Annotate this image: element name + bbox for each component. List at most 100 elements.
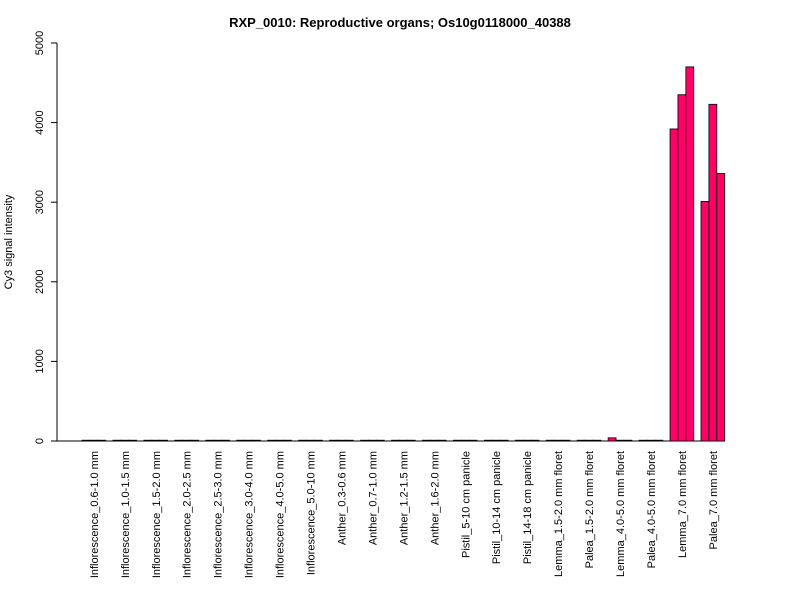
bar [275, 439, 284, 442]
bar [654, 439, 664, 442]
bar [306, 439, 315, 442]
bar [545, 439, 555, 442]
bar [314, 439, 323, 442]
y-axis-label: Cy3 signal intensity [3, 194, 15, 289]
bar [607, 437, 617, 442]
category-label: Palea_1.5-2.0 mm floret [584, 451, 596, 568]
bar [244, 439, 253, 442]
bar [623, 439, 633, 442]
bar [283, 439, 292, 442]
y-tick-label: 5000 [34, 31, 46, 55]
bar-group [391, 439, 416, 442]
bar-group [669, 66, 695, 442]
bar-group [360, 439, 385, 442]
category-label: Palea_7.0 mm floret [708, 451, 720, 549]
bar [677, 94, 687, 442]
bar [252, 439, 261, 442]
bar [561, 439, 571, 442]
bar [584, 439, 594, 442]
category-label: Inflorescence_2.0-2.5 mm [182, 451, 194, 578]
category-label: Inflorescence_4.0-5.0 mm [275, 451, 287, 578]
category-label: Pistil_14-18 cm panicle [522, 451, 534, 564]
bar [406, 439, 416, 442]
bar [716, 173, 726, 442]
bars [81, 66, 726, 442]
bar-group [267, 439, 292, 442]
bar [337, 439, 346, 442]
chart-title: RXP_0010: Reproductive organs; Os10g0118… [229, 15, 571, 30]
bar-group [205, 439, 230, 442]
bar [422, 439, 431, 442]
bar [174, 439, 184, 442]
y-tick-label: 2000 [34, 270, 46, 294]
bar [190, 439, 199, 442]
bar [669, 128, 679, 442]
category-label: Lemma_7.0 mm floret [677, 451, 689, 558]
bar [452, 439, 462, 442]
category-label: Pistil_10-14 cm panicle [491, 451, 503, 564]
category-label: Inflorescence_1.5-2.0 mm [151, 451, 163, 578]
bar-group [112, 439, 138, 442]
bar [468, 439, 478, 442]
bar-group [452, 439, 478, 442]
bar [437, 439, 447, 442]
bar [685, 66, 695, 442]
bar [205, 439, 215, 442]
category-label: Inflorescence_0.6-1.0 mm [89, 451, 101, 578]
bar-group [638, 439, 664, 442]
y-axis: 0 1000 2000 3000 4000 5000 [34, 31, 58, 444]
bar [344, 439, 354, 442]
y-tick-label: 1000 [34, 349, 46, 373]
bar [398, 439, 408, 442]
bar [182, 439, 192, 442]
bar-group [545, 439, 571, 442]
bar [553, 439, 563, 442]
category-label: Inflorescence_3.0-4.0 mm [244, 451, 256, 578]
y-tick-label: 3000 [34, 190, 46, 214]
bar [592, 439, 602, 442]
category-label: Anther_0.7-1.0 mm [367, 451, 379, 545]
bar-group [700, 103, 726, 442]
bar [128, 439, 138, 442]
bar-group [329, 439, 354, 442]
bar [391, 439, 400, 442]
bar [460, 439, 470, 442]
bar [429, 439, 439, 442]
bar [615, 439, 625, 442]
y-tick-label: 4000 [34, 110, 46, 134]
bar [638, 439, 648, 442]
bar [81, 439, 91, 442]
bar [329, 439, 338, 442]
category-label: Inflorescence_1.0-1.5 mm [120, 451, 132, 578]
bar [213, 439, 222, 442]
category-label: Palea_4.0-5.0 mm floret [646, 451, 658, 568]
bar [530, 439, 540, 442]
bar [221, 439, 230, 442]
bar [499, 439, 509, 442]
bar-group [514, 439, 540, 442]
bar [151, 439, 161, 442]
bar [236, 439, 246, 442]
bar [700, 201, 710, 442]
y-tick-label: 0 [34, 438, 46, 444]
bar-group [607, 437, 633, 442]
bar [360, 439, 369, 442]
category-label: Pistil_5-10 cm panicle [460, 451, 472, 558]
bar [89, 439, 99, 442]
category-label: Lemma_4.0-5.0 mm floret [615, 451, 627, 577]
bar-group [298, 439, 323, 442]
bar [483, 439, 493, 442]
category-label: Anther_0.3-0.6 mm [336, 451, 348, 545]
bar [522, 439, 532, 442]
bar-group [576, 439, 602, 442]
bar [368, 439, 377, 442]
bar [576, 439, 586, 442]
bar [267, 439, 277, 442]
category-label: Anther_1.2-1.5 mm [398, 451, 410, 545]
category-label: Inflorescence_2.5-3.0 mm [213, 451, 225, 578]
bar-group [174, 439, 199, 442]
bar-group [143, 439, 168, 442]
category-label: Inflorescence_5.0-10 mm [306, 451, 318, 575]
bar [375, 439, 385, 442]
